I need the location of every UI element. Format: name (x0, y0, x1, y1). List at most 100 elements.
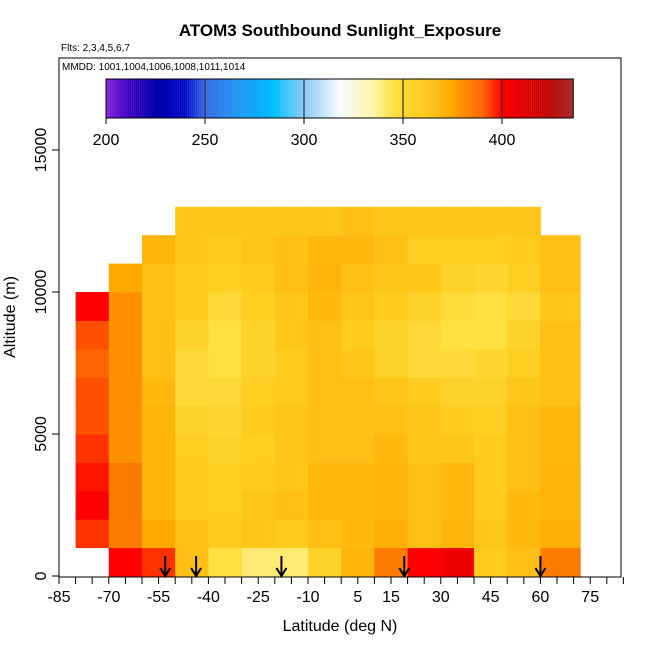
colorbar-segment (478, 79, 481, 118)
heatmap-cell (507, 377, 541, 407)
colorbar-segment (403, 79, 406, 118)
colorbar-segment (494, 79, 497, 118)
heatmap-cell (75, 348, 110, 378)
colorbar-segment (525, 79, 528, 118)
arrow-head (275, 567, 288, 578)
heatmap-cell (308, 206, 342, 236)
colorbar-segment (272, 79, 275, 118)
heatmap-cell (241, 547, 276, 577)
colorbar-segment (381, 79, 384, 118)
heatmap-cell (175, 462, 209, 492)
colorbar-segment (383, 79, 386, 118)
colorbar-segment (523, 79, 526, 118)
y-tick-label: 10000 (33, 270, 50, 315)
colorbar-segment (446, 79, 449, 118)
heatmap-cell (175, 348, 209, 378)
heatmap-cell (308, 405, 342, 435)
heatmap-cell (241, 519, 276, 549)
colorbar-segment (385, 79, 388, 118)
heatmap-cell (407, 462, 442, 492)
heatmap-cell (341, 547, 375, 577)
plot-frame (58, 57, 622, 578)
heatmap-cell (241, 434, 276, 463)
colorbar-segment (462, 79, 465, 118)
colorbar-segment (149, 79, 152, 118)
chart-title: ATOM3 Southbound Sunlight_Exposure (179, 21, 501, 40)
heatmap-cell (440, 490, 475, 520)
colorbar-segment (203, 79, 206, 118)
heatmap-cell (142, 263, 176, 293)
heatmap-cell (440, 462, 475, 492)
colorbar-segment (527, 79, 530, 118)
colorbar-segment (304, 79, 307, 118)
heatmap-cell (440, 292, 475, 321)
heatmap-cell (175, 405, 209, 435)
arrow-head (534, 567, 547, 578)
heatmap-cell (108, 490, 143, 520)
colorbar-segment (307, 79, 311, 118)
colorbar-segment (224, 79, 227, 118)
heatmap-cell (241, 263, 276, 293)
heatmap-cell (175, 235, 209, 265)
heatmap-cell (208, 462, 243, 492)
heatmap-cell (108, 434, 143, 463)
heatmap-cell (507, 320, 541, 350)
colorbar-segment (371, 79, 374, 118)
colorbar-segment (228, 79, 231, 118)
colorbar-segment (428, 79, 431, 118)
heatmap-cell (108, 292, 143, 321)
colorbar-segment (387, 79, 390, 118)
colorbar-segment (125, 79, 128, 118)
heatmap-cell (341, 405, 375, 435)
colorbar-segment (355, 79, 358, 118)
x-axis: -85 -70 -55 -40 -25 -10 5 15 30 45 60 75 (47, 577, 624, 606)
x-tick-label: 60 (532, 589, 550, 606)
colorbar-segment (549, 79, 552, 118)
heatmap-cell (374, 206, 409, 236)
heatmap-cell (374, 320, 409, 350)
colorbar-segment (262, 79, 265, 118)
heatmap-cell (474, 547, 508, 577)
colorbar-segment (119, 79, 122, 118)
colorbar-segment (113, 79, 117, 118)
colorbar-segment (519, 79, 522, 118)
colorbar-segment (397, 79, 400, 118)
heatmap-cell (507, 405, 541, 435)
colorbar-segment (106, 79, 109, 118)
y-tick-label: 0 (33, 571, 50, 580)
x-tick-label: -40 (197, 589, 220, 606)
colorbar-segment (309, 79, 313, 118)
heatmap-cell (142, 462, 176, 492)
colorbar-segment (181, 79, 184, 118)
heatmap-cell (507, 462, 541, 492)
heatmap-cell (474, 490, 508, 520)
colorbar-segment (187, 79, 190, 118)
heatmap-cell (75, 462, 110, 492)
heatmap-cell (474, 462, 508, 492)
heatmap-cell (274, 547, 309, 577)
heatmap-cell (374, 434, 409, 463)
colorbar-segment (222, 79, 225, 118)
colorbar-segment (141, 79, 144, 118)
heatmap-cell (108, 547, 143, 577)
heatmap-cell (341, 235, 375, 265)
colorbar-segment (250, 79, 253, 118)
heatmap-cell (308, 462, 342, 492)
colorbar-segment (373, 79, 376, 118)
colorbar-segment (464, 79, 467, 118)
colorbar-segment (406, 79, 410, 118)
colorbar-segment (206, 79, 210, 118)
heatmap-cell (108, 519, 143, 549)
heatmap-cell (142, 320, 176, 350)
x-tick-label: 15 (382, 589, 400, 606)
colorbar-segment (107, 79, 111, 118)
colorbar-segment (117, 79, 120, 118)
colorbar-segment (321, 79, 324, 118)
heatmap-cell (274, 462, 309, 492)
colorbar-segment (179, 79, 182, 118)
heatmap-cell (175, 547, 209, 577)
colorbar-segment (296, 79, 299, 118)
heatmap-cell (440, 547, 475, 577)
heatmap-cell (507, 434, 541, 463)
heatmap-cell (374, 292, 409, 321)
